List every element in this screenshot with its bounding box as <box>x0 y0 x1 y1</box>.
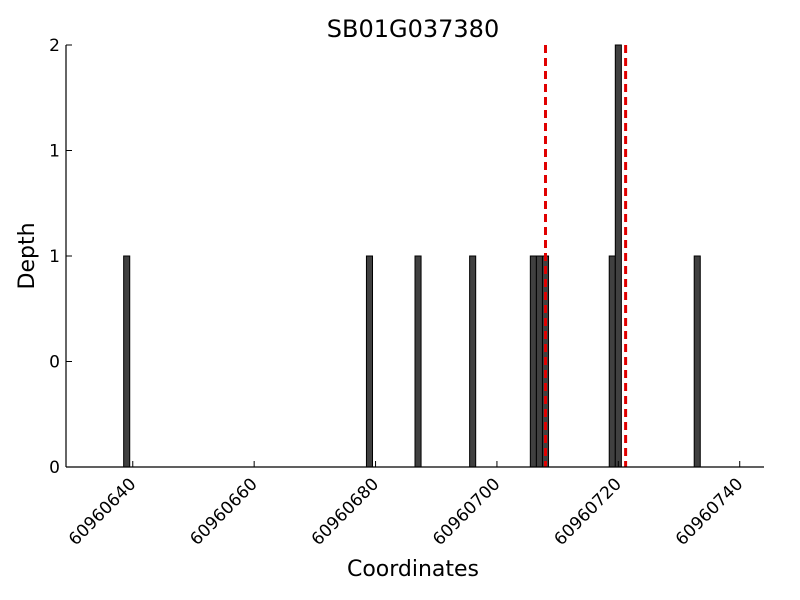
depth-bar <box>693 255 701 468</box>
axes-layer: 0 0 1 1 2 60960640 60960660 60960680 60960700 609… <box>49 36 764 550</box>
x-axis-title: Coordinates <box>347 557 479 582</box>
bars-layer <box>123 44 701 468</box>
depth-bar <box>608 255 616 468</box>
y-tick-label: 2 <box>49 36 60 56</box>
y-tick-label: 1 <box>49 247 60 267</box>
x-tick-label: 60960680 <box>308 474 383 549</box>
x-tick-label: 60960700 <box>429 474 504 549</box>
y-tick-label: 1 <box>49 142 60 162</box>
depth-bar <box>414 255 422 468</box>
x-tick-label: 60960660 <box>186 474 261 549</box>
depth-bar <box>123 255 131 468</box>
markers-layer <box>543 45 628 467</box>
y-axis-title: Depth <box>15 222 40 289</box>
depth-bar <box>535 255 543 468</box>
depth-bar <box>614 44 622 468</box>
chart-title: SB01G037380 <box>327 15 499 43</box>
y-tick-label: 0 <box>49 458 60 478</box>
depth-bar <box>365 255 374 468</box>
x-tick-label: 60960720 <box>551 474 626 549</box>
depth-bar <box>469 255 477 468</box>
x-tick-label: 60960740 <box>672 474 747 549</box>
x-tick-label: 60960640 <box>65 474 140 549</box>
depth-bar <box>529 255 537 468</box>
y-tick-label: 0 <box>49 353 60 373</box>
